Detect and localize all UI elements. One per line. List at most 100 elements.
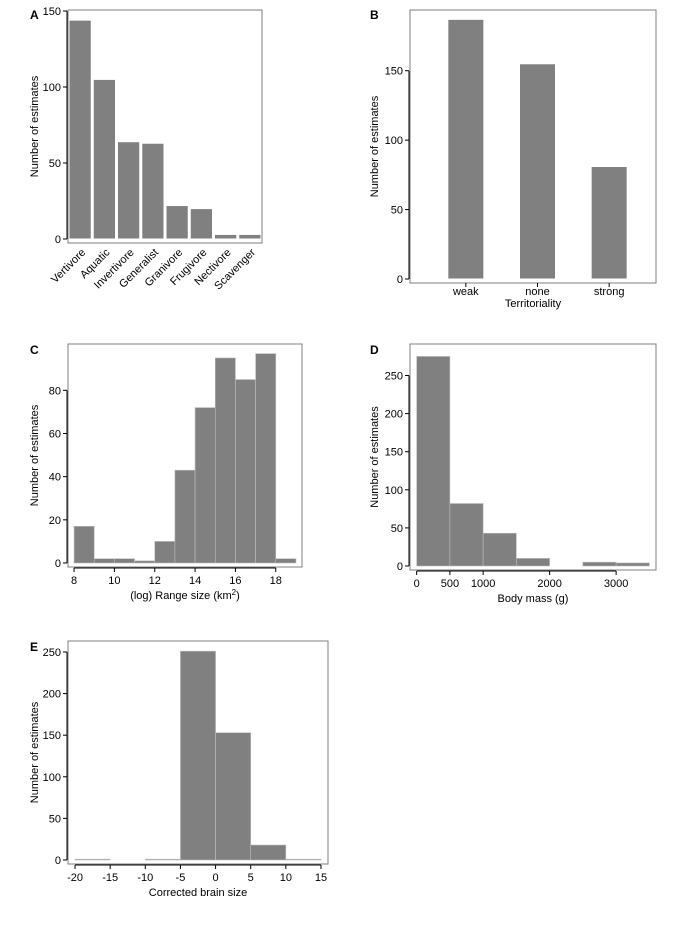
hist-bin [93,558,115,564]
x-axis-title-end: ) [236,590,240,602]
y-axis-title: Number of estimates [29,404,41,506]
x-tick-label: 1000 [471,578,495,590]
y-tick-label: 200 [385,409,403,421]
x-tick-label: 500 [441,578,459,590]
y-tick-label: 20 [49,515,61,527]
y-tick-label: 250 [385,370,403,382]
bar-strong [590,166,628,280]
y-tick-label: 150 [385,447,403,459]
x-axis-title-main: (log) Range size (km [130,590,231,602]
y-tick-label: 150 [43,730,61,742]
hist-bin [482,532,517,567]
x-tick-label: 12 [149,575,161,587]
y-tick-label: 60 [49,428,61,440]
hist-bin [250,844,287,861]
bar-granivore [165,205,189,240]
x-tick-label: 18 [270,575,282,587]
panel-letter: B [370,8,379,22]
hist-bin [235,379,256,564]
plot-frame [67,343,303,568]
bar-aquatic [92,78,116,240]
hist-bin [582,561,617,567]
x-tick-label: 8 [71,575,77,587]
x-tick-label: 2000 [537,578,561,590]
hist-bin [144,858,181,861]
hist-bin [73,526,95,564]
panel-letter: C [30,343,39,357]
hist-bin [214,357,236,564]
x-tick-label: 14 [189,575,201,587]
x-tick-label: 3000 [604,578,628,590]
x-tick-label: -15 [102,872,118,884]
x-axis-title: (log) Range size (km2) [130,588,240,602]
panel-letter: E [30,640,38,654]
hist-bin [134,560,156,564]
x-tick-label: Vertivore [49,247,88,286]
y-tick-label: 0 [55,558,61,570]
y-tick-label: 100 [385,485,403,497]
hist-bin [74,858,111,861]
bar-none [519,63,556,280]
x-tick-label: 0 [414,578,420,590]
hist-bin [180,650,216,861]
y-tick-label: 0 [397,561,403,573]
hist-bin [215,732,252,861]
hist-bin [516,558,550,567]
plot-frame [67,640,329,865]
x-axis-title: Territoriality [505,298,562,310]
bar-generalist [141,142,165,240]
panel-c-range-size: C 0 20 40 60 80 Number of estimates 8 10 12 14 16 18… [29,343,303,602]
x-tick-label: 0 [213,872,219,884]
y-tick-label: 250 [43,647,61,659]
y-tick-label: 0 [55,855,61,867]
y-tick-label: 0 [55,234,61,246]
hist-bin [615,562,650,567]
x-tick-label: strong [594,286,625,298]
y-tick-label: 50 [391,523,403,535]
bar-nectivore [214,233,238,240]
plot-frame [67,9,263,244]
y-tick-label: 150 [385,66,403,78]
x-tick-label: -5 [176,872,186,884]
plot-frame [409,343,657,571]
hist-bin [449,503,484,567]
y-tick-label: 50 [49,813,61,825]
y-tick-label: 40 [49,472,61,484]
hist-bin [174,469,196,564]
y-tick-label: 200 [43,689,61,701]
x-axis-title: Body mass (g) [498,593,569,605]
y-tick-label: 100 [385,135,403,147]
y-tick-label: 100 [43,772,61,784]
x-tick-label: 15 [315,872,327,884]
bar-scavenger [238,233,262,240]
y-axis-title: Number of estimates [369,406,381,508]
hist-bin [416,356,451,567]
bar-vertivore [68,19,92,240]
x-tick-label: weak [452,286,479,298]
x-tick-label: 5 [248,872,254,884]
hist-bin [194,407,216,564]
hist-bin [275,558,297,564]
y-axis-title: Number of estimates [29,75,41,177]
bar-invertivore [117,141,141,240]
x-axis-title: Corrected brain size [149,887,247,899]
hist-bin [285,858,322,861]
y-tick-label: 80 [49,385,61,397]
hist-bin [114,558,135,564]
y-tick-label: 50 [49,158,61,170]
x-tick-label: -20 [67,872,83,884]
panel-d-body-mass: D 0 50 100 150 200 250 Number of estimates 0 500 1… [369,343,657,605]
y-axis-title: Number of estimates [369,95,381,197]
hist-bin [255,353,277,564]
panel-b-territoriality: B 0 50 100 150 Number of estimates weak none str… [369,8,657,310]
x-axis-title-superscript: 2 [232,588,237,597]
y-axis-title: Number of estimates [29,701,41,803]
y-tick-label: 0 [397,274,403,286]
x-tick-label: 10 [280,872,292,884]
bar-frugivore [189,208,213,240]
panel-letter: A [30,8,39,22]
bar-weak [447,18,485,280]
